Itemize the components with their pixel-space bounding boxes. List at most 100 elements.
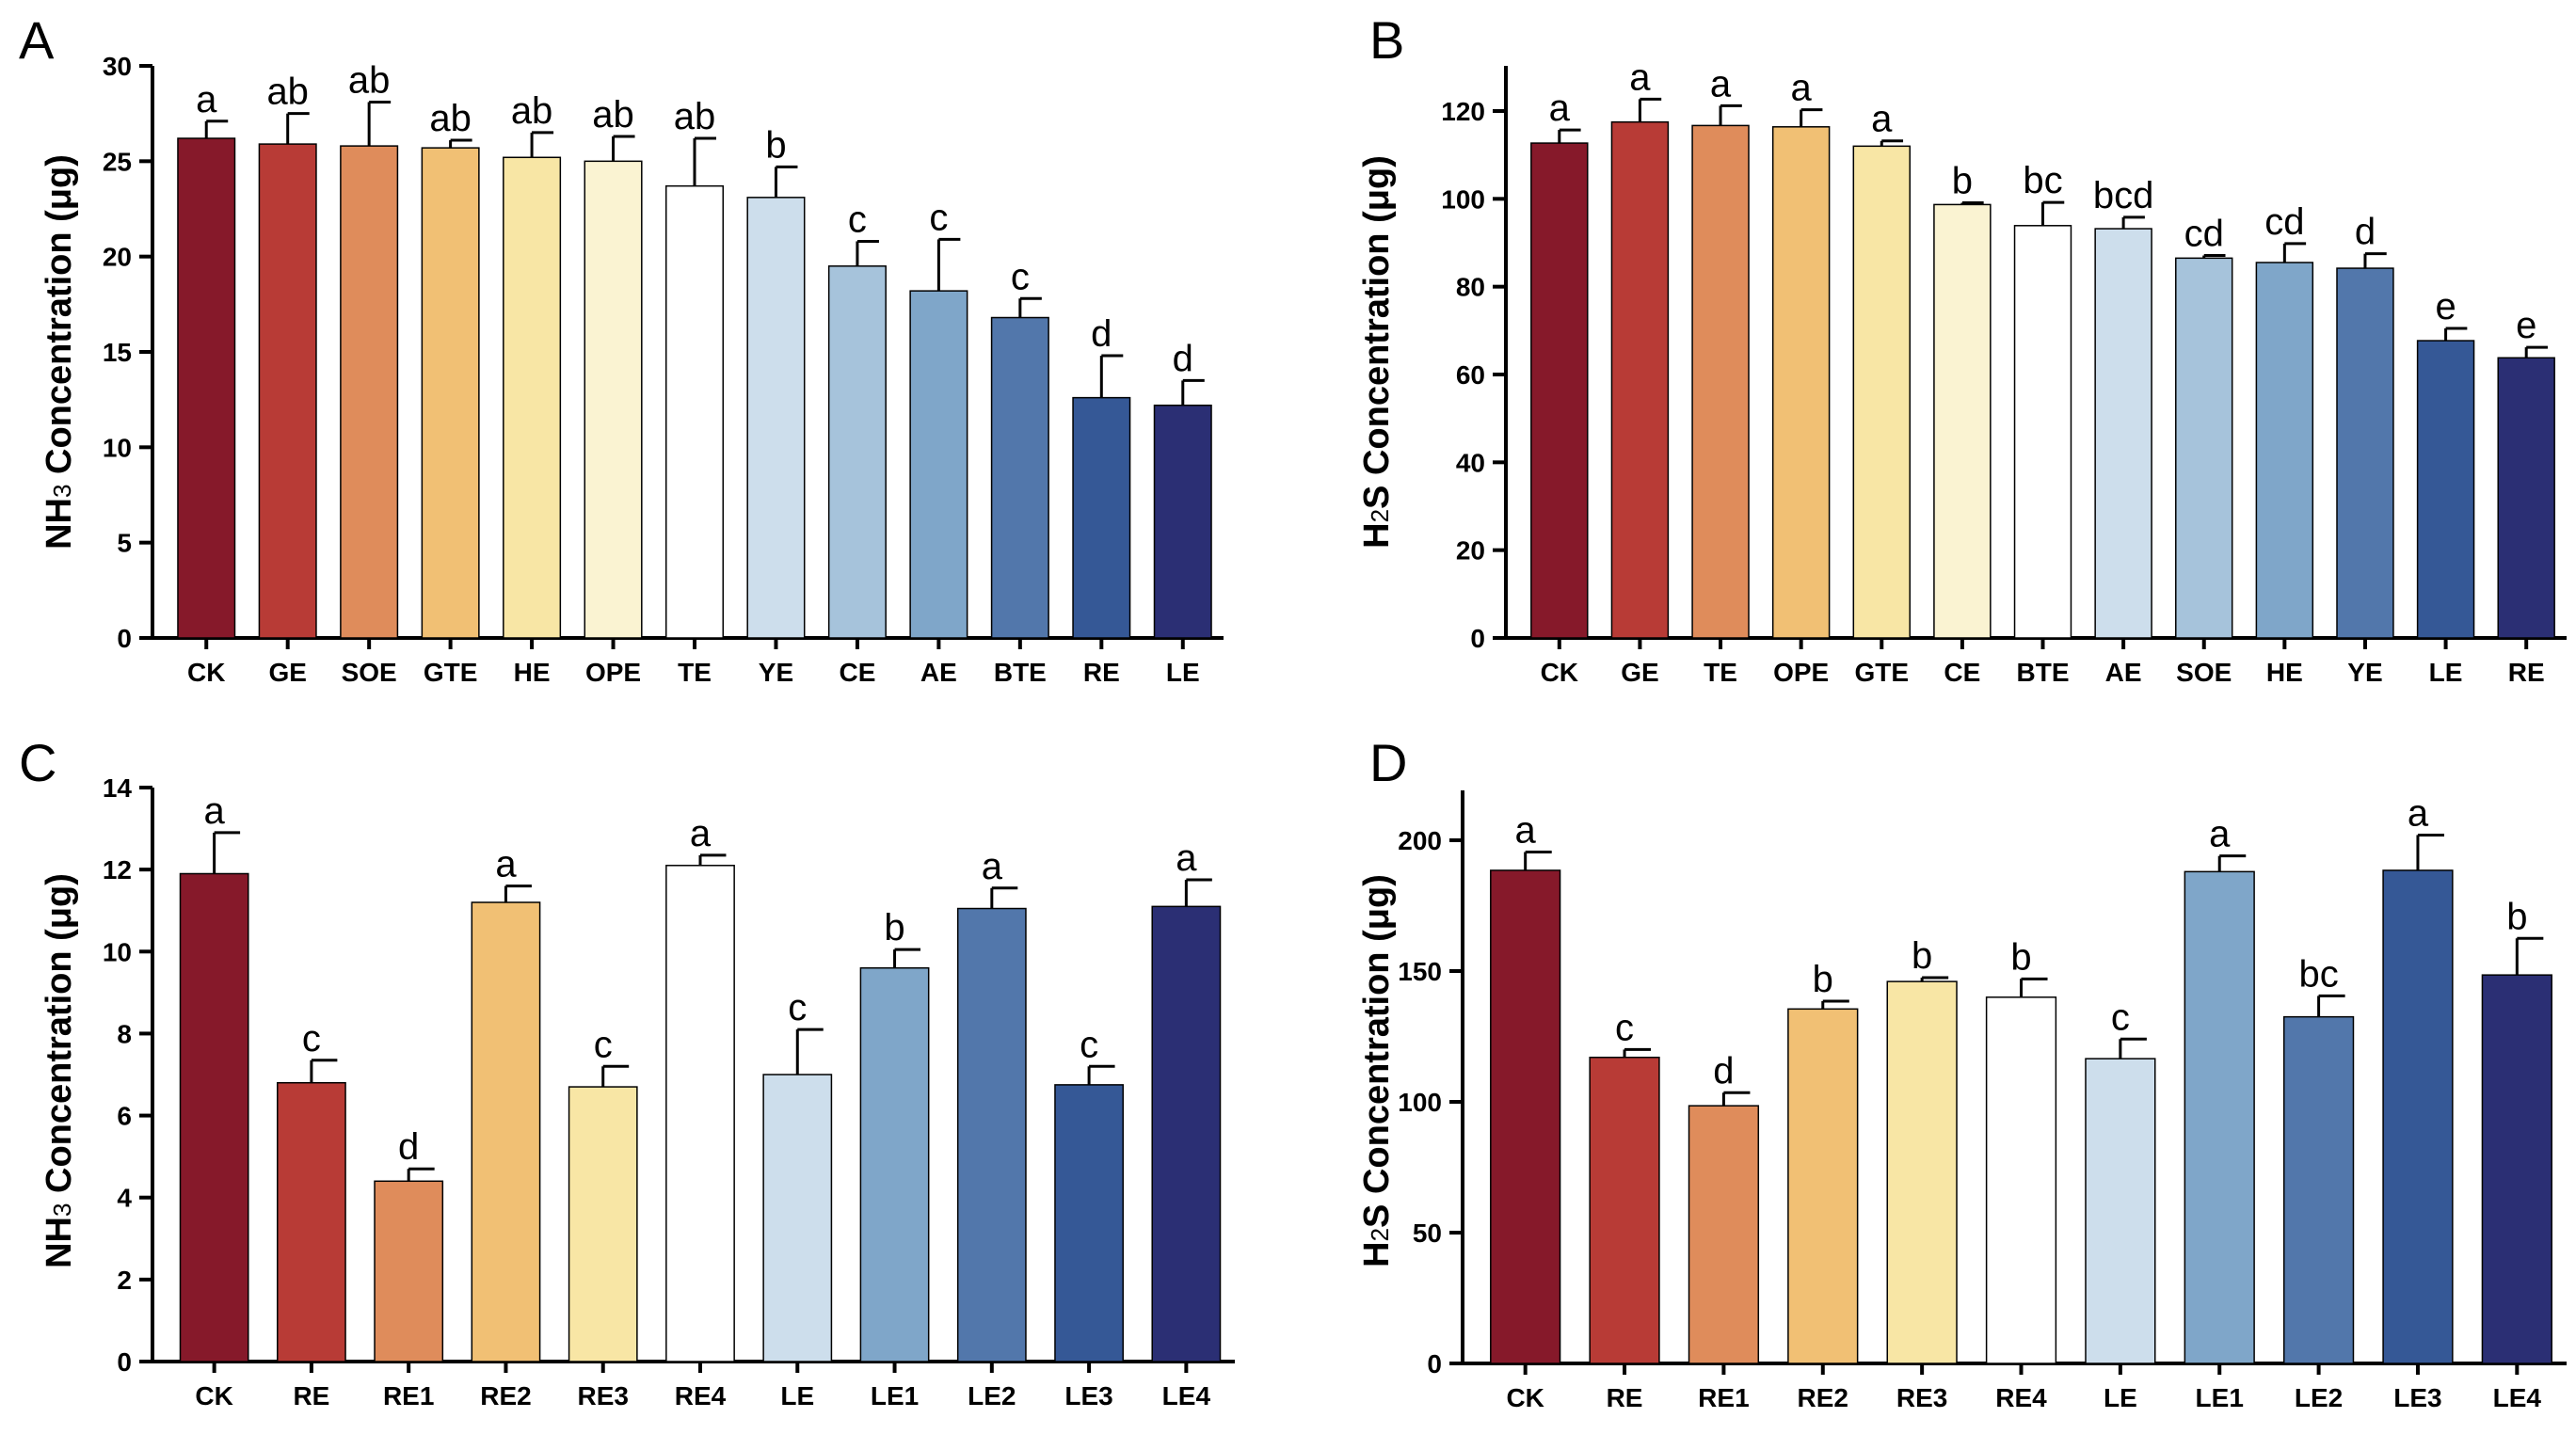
significance-letter: c: [1011, 256, 1030, 297]
significance-letter: b: [1952, 161, 1973, 202]
x-tick-label: RE: [2508, 658, 2545, 687]
panel-label: C: [19, 733, 56, 792]
y-tick-label: 12: [103, 855, 132, 884]
x-tick-label: OPE: [1773, 658, 1829, 687]
y-tick-label: 2: [117, 1266, 132, 1295]
x-tick-label: LE3: [2393, 1383, 2441, 1412]
x-tick-label: YE: [2347, 658, 2382, 687]
x-tick-label: LE: [2104, 1383, 2137, 1412]
significance-letter: a: [1515, 810, 1537, 852]
y-axis-title: NH3 Concentration (μg): [40, 154, 79, 550]
y-tick-label: 200: [1398, 826, 1442, 855]
y-tick-label: 15: [103, 338, 132, 367]
y-axis-title-rest: Concentration (μg): [40, 154, 79, 484]
bar-re: [2497, 357, 2555, 639]
significance-letter: d: [1091, 313, 1112, 355]
significance-letter: c: [1615, 1007, 1634, 1048]
significance-letter: bc: [2023, 160, 2062, 201]
x-tick-label: RE2: [480, 1381, 531, 1410]
bar-ck: [179, 872, 249, 1362]
x-tick-label: OPE: [585, 658, 641, 687]
y-tick-label: 50: [1413, 1219, 1442, 1248]
y-axis-title-subscript: 2: [1366, 509, 1394, 522]
bar-le2: [956, 907, 1027, 1362]
significance-letter: bc: [2298, 953, 2338, 995]
x-tick-label: BTE: [2017, 658, 2070, 687]
y-axis-title-subscript: 3: [48, 485, 76, 498]
bar-le2: [2282, 1015, 2355, 1364]
significance-letter: a: [1710, 63, 1732, 104]
bar-le3: [2382, 869, 2454, 1364]
y-tick-label: 14: [103, 773, 133, 803]
x-tick-label: BTE: [994, 658, 1047, 687]
y-tick-label: 0: [1427, 1349, 1442, 1378]
x-tick-label: CK: [187, 658, 225, 687]
panel-label: A: [19, 10, 55, 70]
y-tick-label: 6: [117, 1102, 132, 1131]
y-axis-title: H2S Concentration (μg): [1357, 874, 1397, 1267]
y-axis-title-rest: S Concentration (μg): [1357, 155, 1397, 509]
bar-te: [1691, 124, 1750, 639]
x-tick-label: RE2: [1798, 1383, 1848, 1412]
x-tick-label: SOE: [342, 658, 397, 687]
significance-letter: cd: [2264, 201, 2304, 243]
x-tick-label: CE: [1944, 658, 1980, 687]
y-axis-title-subscript: 3: [48, 1203, 76, 1217]
x-tick-label: CK: [1506, 1383, 1544, 1412]
bar-te: [664, 184, 725, 639]
significance-letter: a: [1549, 88, 1571, 129]
bar-ye: [746, 197, 806, 639]
y-axis-title-rest: S Concentration (μg): [1357, 874, 1397, 1228]
bar-ye: [2336, 267, 2394, 639]
bar-re: [277, 1081, 346, 1362]
y-tick-label: 0: [117, 624, 132, 653]
y-axis-title-rest: Concentration (μg): [40, 873, 79, 1203]
bar-le4: [1151, 905, 1222, 1362]
bar-re4: [1985, 996, 2057, 1364]
x-tick-label: YE: [759, 658, 793, 687]
y-tick-label: 0: [1470, 624, 1485, 653]
significance-letter: b: [2506, 896, 2527, 937]
y-tick-label: 20: [1456, 536, 1485, 566]
bar-ce: [827, 265, 887, 639]
bar-le3: [1054, 1084, 1124, 1362]
y-axis-title-main: H: [1357, 522, 1397, 548]
y-axis-title: NH3 Concentration (μg): [40, 873, 79, 1268]
x-tick-label: LE: [780, 1381, 814, 1410]
significance-letter: c: [788, 987, 807, 1028]
bar-he: [503, 156, 562, 639]
significance-letter: d: [1173, 338, 1193, 379]
panel-label: D: [1369, 733, 1407, 792]
x-tick-label: CE: [839, 658, 875, 687]
y-tick-label: 8: [117, 1019, 132, 1048]
bar-ce: [1933, 203, 1992, 639]
x-tick-label: TE: [678, 658, 712, 687]
bar-le: [2085, 1058, 2156, 1364]
bar-ae: [909, 290, 968, 639]
bar-re4: [665, 865, 735, 1362]
significance-letter: a: [2209, 814, 2231, 855]
bar-re3: [1886, 980, 1958, 1364]
y-axis-title-main: H: [1357, 1241, 1397, 1267]
y-tick-label: 150: [1398, 957, 1442, 986]
significance-letter: b: [2010, 936, 2031, 978]
bar-gte: [421, 147, 480, 639]
bar-le4: [2481, 974, 2552, 1364]
y-tick-label: 0: [117, 1347, 132, 1377]
x-tick-label: LE2: [2295, 1383, 2343, 1412]
significance-letter: b: [884, 907, 904, 948]
x-tick-label: AE: [920, 658, 957, 687]
x-tick-label: RE4: [1995, 1383, 2047, 1412]
bar-re2: [471, 901, 541, 1362]
y-tick-label: 100: [1398, 1088, 1442, 1117]
y-axis-title-main: NH: [40, 1217, 79, 1268]
significance-letter: a: [1791, 68, 1813, 109]
bar-le1: [2184, 870, 2255, 1364]
x-tick-label: LE4: [1162, 1381, 1211, 1410]
bar-re1: [1688, 1105, 1760, 1364]
significance-letter: ab: [674, 96, 716, 137]
bar-ck: [1490, 869, 1561, 1364]
significance-letter: c: [302, 1018, 321, 1060]
